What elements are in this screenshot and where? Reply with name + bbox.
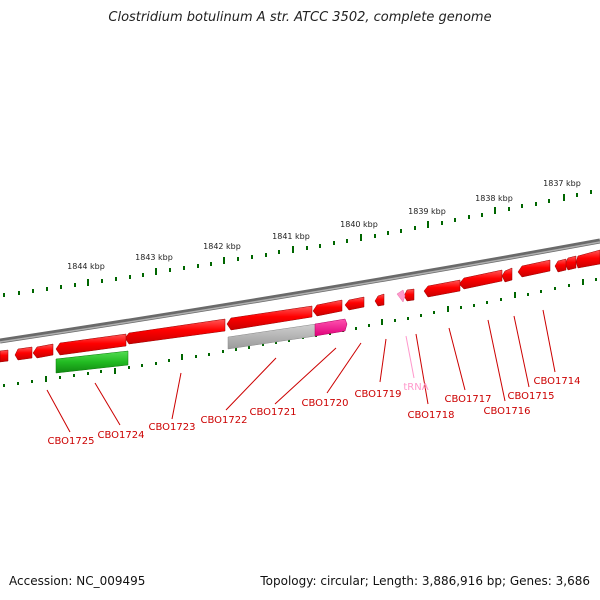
gene-label-cbo1715: CBO1715: [508, 391, 555, 402]
gene-arrow[interactable]: [575, 249, 600, 269]
tick-label-1838: 1838 kbp: [475, 194, 513, 203]
leader-line: [542, 309, 556, 373]
gene-arrow-cbo1719[interactable]: [374, 293, 385, 307]
gene-arrow-cbo1715[interactable]: [517, 259, 551, 278]
gene-arrow[interactable]: [32, 343, 54, 359]
leader-line: [487, 319, 506, 402]
leader-line: [46, 389, 71, 433]
gene-label-cbo1714: CBO1714: [534, 376, 581, 387]
leader-line: [448, 327, 466, 391]
gene-label-cbo1717: CBO1717: [445, 394, 492, 405]
gene-arrow[interactable]: [0, 349, 9, 363]
gene-label-cbo1725: CBO1725: [48, 436, 95, 447]
tick-label-1842: 1842 kbp: [203, 242, 241, 251]
gene-arrow-cbo1718[interactable]: [403, 288, 415, 302]
tick-label-1844: 1844 kbp: [67, 262, 105, 271]
gene-arrow[interactable]: [312, 299, 343, 317]
gene-arrow-cbo1721-pink[interactable]: [314, 318, 348, 337]
tick-label-1843: 1843 kbp: [135, 253, 173, 262]
gene-arrow[interactable]: [554, 258, 567, 273]
gene-arrow[interactable]: [14, 346, 33, 361]
gene-arrow[interactable]: [564, 255, 577, 271]
gene-arrow-cbo1720[interactable]: [344, 296, 365, 311]
genome-backbone: [0, 238, 600, 344]
tick-label-1839: 1839 kbp: [408, 207, 446, 216]
map-title: Clostridium botulinum A str. ATCC 3502, …: [108, 10, 492, 25]
gene-label-cbo1721: CBO1721: [250, 407, 297, 418]
tick-label-1840: 1840 kbp: [340, 220, 378, 229]
gene-label-cbo1716: CBO1716: [484, 406, 531, 417]
gene-label-cbo1720: CBO1720: [302, 398, 349, 409]
gene-arrow-cbo1724[interactable]: [55, 333, 127, 356]
gene-label-cbo1719: CBO1719: [355, 389, 402, 400]
gene-arrow[interactable]: [501, 267, 513, 283]
accession-text: Accession: NC_009495: [9, 574, 146, 588]
leader-line: [274, 347, 337, 405]
leader-line: [171, 372, 182, 420]
gene-label-cbo1724: CBO1724: [98, 430, 145, 441]
leader-line: [326, 342, 362, 394]
gene-arrow-cbo1724-green[interactable]: [55, 350, 129, 374]
gene-arrow-cbo1716[interactable]: [458, 269, 503, 290]
gene-label-cbo1723: CBO1723: [149, 422, 196, 433]
leader-line: [379, 338, 387, 383]
leader-line-trna: [405, 335, 415, 379]
tick-label-1841: 1841 kbp: [272, 232, 310, 241]
genome-backbone-highlight: [0, 241, 600, 343]
tick-label-1837: 1837 kbp: [543, 179, 581, 188]
leader-line: [513, 315, 530, 388]
leader-line: [415, 333, 429, 405]
genome-summary-text: Topology: circular; Length: 3,886,916 bp…: [260, 574, 590, 588]
gene-label-cbo1718: CBO1718: [408, 410, 455, 421]
trna-arrow[interactable]: [396, 289, 406, 303]
gene-arrow-cbo1717[interactable]: [423, 279, 461, 298]
outer-scale-ruler: [3, 190, 592, 297]
leader-line: [94, 382, 121, 426]
gene-arrow-cbo1723[interactable]: [124, 318, 226, 345]
leader-line: [225, 357, 277, 411]
gene-label-cbo1722: CBO1722: [201, 415, 248, 426]
gene-label-trna: tRNA: [403, 382, 428, 393]
gene-arrow-cbo1722[interactable]: [226, 305, 313, 331]
